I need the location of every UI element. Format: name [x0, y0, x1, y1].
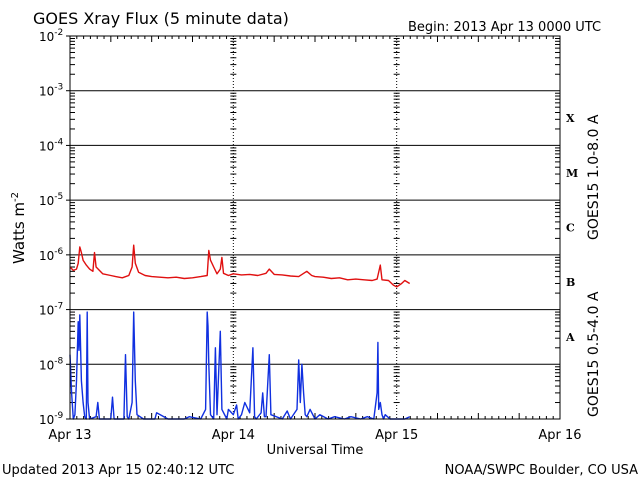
legend-entry-long: GOES15 1.0-8.0 A: [586, 114, 602, 240]
flare-class-label: M: [566, 167, 578, 180]
y-tick-label: 10-6: [39, 247, 64, 263]
y-tick-label-base: 10: [39, 30, 54, 44]
flare-class-label: B: [566, 276, 575, 289]
y-tick-label-base: 10: [39, 139, 54, 153]
y-axis-label: Watts m-2: [10, 192, 28, 264]
y-tick-label-base: 10: [39, 194, 54, 208]
y-tick-label-base: 10: [39, 85, 54, 99]
begin-time-label: Begin: 2013 Apr 13 0000 UTC: [408, 20, 601, 35]
chart-title: GOES Xray Flux (5 minute data): [33, 9, 289, 28]
x-axis-label: Universal Time: [267, 443, 364, 458]
updated-timestamp: Updated 2013 Apr 15 02:40:12 UTC: [2, 463, 234, 478]
credit-label: NOAA/SWPC Boulder, CO USA: [445, 463, 638, 478]
plot-frame: [69, 35, 561, 420]
y-tick-label-base: 10: [39, 304, 54, 318]
flare-class-labels: A B C M X: [565, 112, 578, 344]
flare-class-label: X: [566, 112, 575, 125]
y-tick-label-base: 10: [39, 358, 54, 372]
y-axis-ticks: 10-910-810-710-610-510-410-310-2: [39, 28, 560, 427]
y-tick-label: 10-5: [39, 192, 63, 208]
legend: GOES15 1.0-8.0 A GOES15 0.5-4.0 A: [586, 114, 602, 417]
series-line-short-wavelength: [69, 311, 410, 420]
y-axis-label-base: Watts m: [10, 202, 28, 264]
legend-entry-short: GOES15 0.5-4.0 A: [586, 291, 602, 417]
y-tick-label: 10-7: [39, 302, 63, 318]
y-tick-label: 10-4: [39, 137, 64, 153]
y-tick-label-base: 10: [39, 413, 54, 427]
y-tick-label-exponent: -5: [54, 192, 63, 202]
x-tick-label: Apr 13: [48, 428, 91, 443]
y-tick-label: 10-2: [39, 28, 63, 44]
series-line-long-wavelength: [69, 244, 411, 288]
y-tick-label-exponent: -4: [54, 137, 63, 147]
y-axis-label-exponent: -2: [10, 192, 21, 202]
grid-lines: [70, 36, 560, 419]
x-tick-label: Apr 16: [538, 428, 581, 443]
y-tick-label: 10-8: [39, 356, 64, 372]
x-tick-label: Apr 15: [375, 428, 418, 443]
y-tick-label-exponent: -7: [54, 302, 63, 312]
x-tick-label: Apr 14: [212, 428, 255, 443]
y-tick-label-exponent: -3: [54, 83, 63, 93]
y-tick-label-exponent: -9: [54, 411, 63, 421]
y-tick-label-exponent: -8: [54, 356, 63, 366]
y-tick-label-exponent: -2: [54, 28, 63, 38]
y-tick-label-base: 10: [39, 249, 54, 263]
data-series: [69, 244, 411, 420]
flare-class-label: A: [565, 331, 575, 344]
y-tick-label: 10-3: [39, 83, 63, 99]
y-tick-label: 10-9: [39, 411, 64, 427]
y-tick-label-exponent: -6: [54, 247, 63, 257]
flare-class-label: C: [566, 222, 575, 235]
